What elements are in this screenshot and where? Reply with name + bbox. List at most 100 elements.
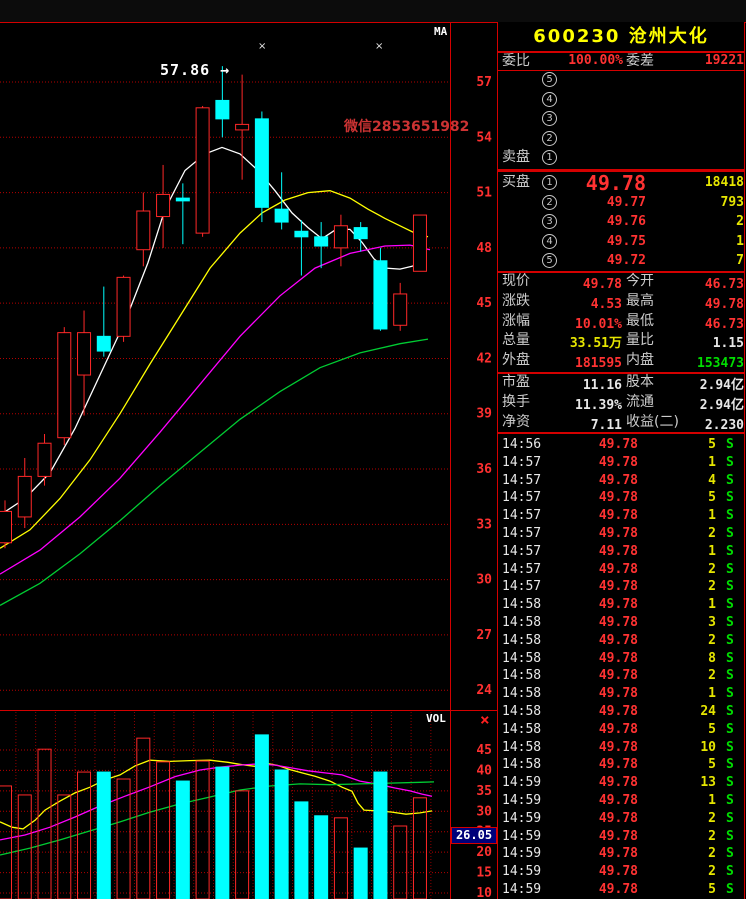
candle-body	[57, 332, 72, 439]
tick-price: 49.78	[598, 632, 638, 648]
tick-volume: 2	[708, 579, 716, 595]
close-icon[interactable]: ×	[480, 710, 490, 729]
tick-row: 14:57 49.78 1 S	[498, 543, 744, 561]
tick-flag: S	[726, 437, 734, 452]
panel-right-border	[744, 22, 745, 899]
tick-price: 49.78	[598, 597, 638, 613]
tick-flag: S	[726, 543, 734, 559]
buy-level-row[interactable]: 4 49.75 1	[498, 232, 744, 252]
sell-level-row[interactable]: 5	[498, 70, 744, 90]
tick-time: 14:58	[502, 757, 542, 773]
level-badge: 2	[542, 194, 557, 210]
buy-level-row[interactable]: 买盘 1 49.78 18418	[498, 171, 744, 195]
sell-level-row[interactable]: 4	[498, 90, 744, 110]
candle-body	[393, 293, 408, 326]
tick-price: 49.78	[598, 454, 638, 470]
chart-volume-divider	[0, 710, 497, 711]
candlestick-chart[interactable]: 57 54 51 48 45 42 39 36 33 30 27 24	[0, 22, 497, 710]
vol-ma-value-badge: 26.05	[451, 827, 497, 844]
volume-bar	[57, 794, 72, 899]
buy-label: 买盘	[502, 174, 530, 190]
candle-body	[136, 210, 151, 251]
info-label: 净资	[502, 413, 530, 430]
tick-price: 49.78	[598, 881, 638, 897]
candle-body	[333, 225, 348, 249]
sell-level-row[interactable]: 2	[498, 129, 744, 149]
buy-level-row[interactable]: 3 49.76 2	[498, 212, 744, 232]
tick-volume: 10	[700, 739, 716, 755]
tick-flag: S	[726, 650, 734, 666]
candle-body	[274, 208, 289, 223]
buy-level-row[interactable]: 5 49.72 7	[498, 251, 744, 271]
level-badge: 4	[542, 233, 557, 249]
price-axis-tick: 45	[476, 296, 492, 311]
tick-volume: 4	[708, 472, 716, 488]
tick-price: 49.78	[598, 668, 638, 684]
tick-price: 49.78	[598, 810, 638, 826]
info-value: 181595	[575, 356, 622, 372]
sell-label: 卖盘	[502, 149, 530, 166]
volume-axis-tick: 40	[476, 763, 492, 778]
volume-bar	[373, 771, 388, 899]
price-axis-tick: 54	[476, 130, 492, 145]
level-badge: 5	[542, 72, 557, 87]
trade-tick-list[interactable]: 14:56 49.78 5 S 14:57 49.78 1 S 14:57 49.78 4 S 14:5…	[498, 436, 744, 899]
volume-axis-tick: 30	[476, 804, 492, 819]
info-value: 4.53	[590, 296, 622, 312]
tick-row: 14:58 49.78 3 S	[498, 614, 744, 632]
ma-green-line	[0, 338, 429, 606]
tick-volume: 5	[708, 881, 716, 897]
volume-chart[interactable]: 4540353025201510	[0, 710, 497, 899]
volume-bar	[333, 817, 348, 899]
tick-price: 49.78	[598, 650, 638, 666]
tick-row: 14:57 49.78 2 S	[498, 525, 744, 543]
price-axis-tick: 24	[476, 683, 492, 698]
level-badge: 3	[542, 214, 557, 230]
tick-flag: S	[726, 757, 734, 773]
candle-body	[77, 332, 92, 376]
title-bar	[0, 0, 746, 22]
candle-body	[195, 107, 210, 234]
price-axis-tick: 51	[476, 186, 492, 201]
buy-level-row[interactable]: 2 49.77 793	[498, 193, 744, 213]
volume-bar	[0, 785, 12, 899]
candle-body	[412, 214, 427, 272]
price-axis-tick: 39	[476, 407, 492, 422]
vol-pane-label: VOL	[426, 712, 446, 725]
tick-row: 14:58 49.78 10 S	[498, 739, 744, 757]
level-price: 49.78	[585, 171, 646, 195]
tick-row: 14:57 49.78 4 S	[498, 472, 744, 490]
divider	[498, 432, 744, 434]
level-price: 49.72	[606, 253, 646, 269]
ma-magenta-line	[0, 244, 431, 575]
volume-axis-tick: 10	[476, 886, 492, 899]
tick-time: 14:57	[502, 579, 542, 595]
tick-row: 14:59 49.78 2 S	[498, 828, 744, 846]
candle-body	[17, 475, 32, 518]
tick-volume: 3	[708, 614, 716, 630]
sell-level-row[interactable]: 3	[498, 109, 744, 129]
tick-volume: 24	[700, 703, 716, 719]
level-badge: 1	[542, 150, 557, 166]
volume-bar	[412, 797, 427, 899]
weicha-label: 委差	[626, 53, 654, 69]
tick-time: 14:58	[502, 597, 542, 613]
info-label: 流通	[626, 393, 654, 410]
tick-volume: 1	[708, 543, 716, 559]
level-badge: 3	[542, 111, 557, 127]
divider	[498, 271, 744, 273]
tick-volume: 2	[708, 668, 716, 684]
volume-bar	[96, 771, 111, 899]
sell-levels: 5 4 3 2 卖盘 1	[498, 70, 744, 169]
info-value: 153473	[697, 356, 744, 372]
sell-level-row[interactable]: 卖盘 1	[498, 148, 744, 168]
tick-time: 14:58	[502, 703, 542, 719]
ma-white-line	[0, 146, 426, 516]
tick-row: 14:59 49.78 1 S	[498, 792, 744, 810]
candle-body	[175, 197, 190, 202]
tick-price: 49.78	[598, 703, 638, 719]
info-row: 外盘 181595 内盘 153473	[498, 351, 744, 371]
info-row: 现价 49.78 今开 46.73	[498, 272, 744, 292]
tick-flag: S	[726, 632, 734, 648]
